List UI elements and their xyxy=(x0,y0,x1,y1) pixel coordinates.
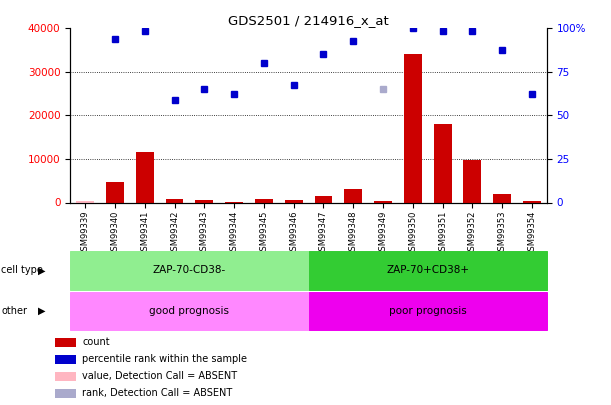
Text: ZAP-70+CD38+: ZAP-70+CD38+ xyxy=(386,265,469,275)
Bar xyxy=(136,152,154,202)
Bar xyxy=(374,201,392,202)
Bar xyxy=(404,54,422,202)
Bar xyxy=(345,189,362,202)
Bar xyxy=(106,182,124,202)
Text: poor prognosis: poor prognosis xyxy=(389,306,467,316)
Text: cell type: cell type xyxy=(1,265,43,275)
Bar xyxy=(434,124,452,202)
Text: percentile rank within the sample: percentile rank within the sample xyxy=(82,354,247,364)
Bar xyxy=(166,198,183,202)
Bar xyxy=(493,194,511,202)
Text: good prognosis: good prognosis xyxy=(150,306,229,316)
Text: ZAP-70-CD38-: ZAP-70-CD38- xyxy=(153,265,226,275)
Bar xyxy=(76,201,94,202)
Text: rank, Detection Call = ABSENT: rank, Detection Call = ABSENT xyxy=(82,388,233,398)
Bar xyxy=(76,201,94,202)
Text: ▶: ▶ xyxy=(38,265,45,275)
Bar xyxy=(196,200,213,202)
Bar xyxy=(523,201,541,202)
Text: ▶: ▶ xyxy=(38,306,45,316)
Bar xyxy=(463,160,481,202)
Bar xyxy=(285,200,302,202)
Text: other: other xyxy=(1,306,27,316)
Text: value, Detection Call = ABSENT: value, Detection Call = ABSENT xyxy=(82,371,238,381)
Bar xyxy=(315,196,332,202)
Title: GDS2501 / 214916_x_at: GDS2501 / 214916_x_at xyxy=(228,14,389,27)
Text: count: count xyxy=(82,337,110,347)
Bar xyxy=(255,198,273,202)
